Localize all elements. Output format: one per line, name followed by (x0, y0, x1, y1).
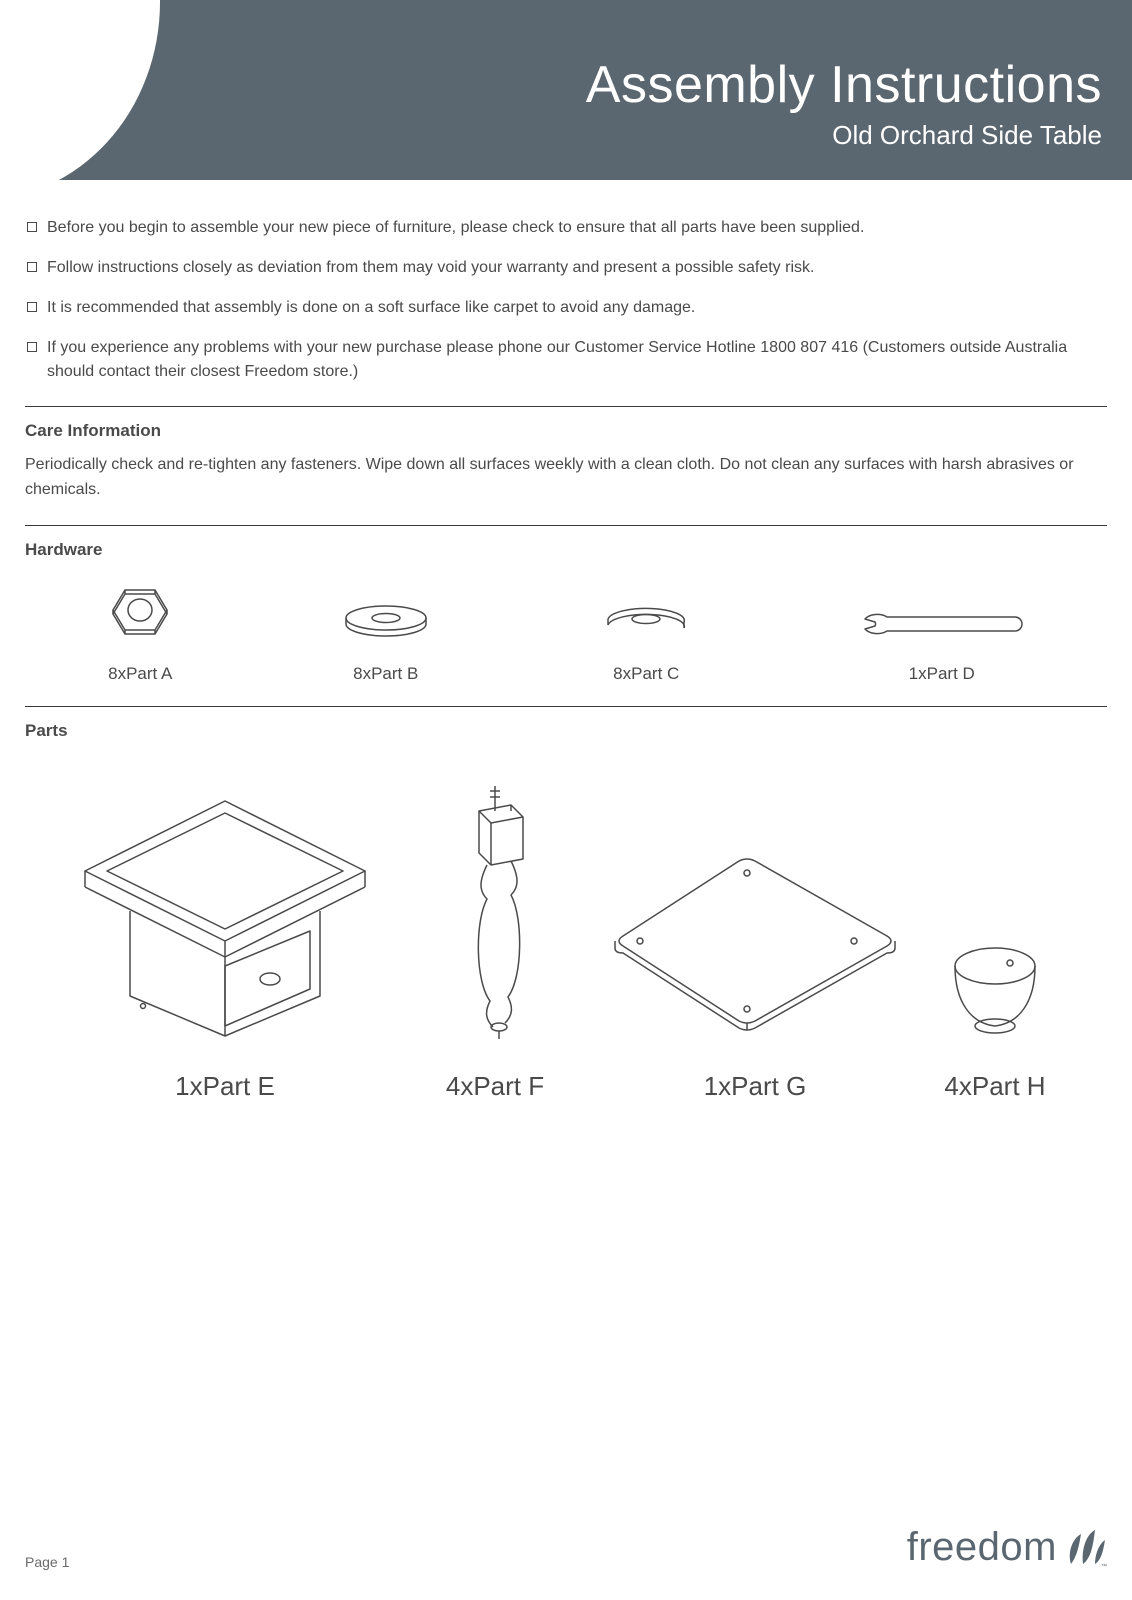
hardware-label: 8xPart C (613, 664, 679, 684)
divider (25, 525, 1107, 526)
hardware-heading: Hardware (25, 540, 1107, 560)
svg-text:™: ™ (1101, 1563, 1107, 1570)
parts-grid: 1xPart E (25, 781, 1107, 1102)
care-text: Periodically check and re-tighten any fa… (25, 453, 1107, 503)
note-item: Follow instructions closely as deviation… (25, 256, 1107, 280)
document-title: Assembly Instructions (586, 55, 1102, 115)
hardware-cell-d: 1xPart D (857, 607, 1027, 684)
hardware-cell-c: 8xPart C (596, 597, 696, 684)
brand-wordmark: freedom (907, 1525, 1057, 1570)
intro-notes-list: Before you begin to assemble your new pi… (25, 216, 1107, 384)
brand-leaf-icon: ™ (1061, 1524, 1107, 1570)
table-top-icon (75, 781, 375, 1041)
hardware-label: 8xPart A (108, 664, 172, 684)
document-subtitle: Old Orchard Side Table (832, 120, 1102, 151)
header-swoosh (0, 0, 160, 180)
part-cell-h: 4xPart H (905, 941, 1085, 1102)
note-item: It is recommended that assembly is done … (25, 296, 1107, 320)
hardware-grid: 8xPart A 8xPart B (25, 582, 1107, 684)
hardware-cell-a: 8xPart A (105, 582, 175, 684)
note-item: If you experience any problems with your… (25, 336, 1107, 384)
part-cell-g: 1xPart G (605, 841, 905, 1102)
base-plate-icon (605, 841, 905, 1041)
footer: Page 1 freedom ™ (0, 1524, 1132, 1570)
spanner-icon (857, 607, 1027, 642)
page: Assembly Instructions Old Orchard Side T… (0, 0, 1132, 1600)
spring-washer-icon (596, 597, 696, 642)
divider (25, 406, 1107, 407)
page-number: Page 1 (25, 1554, 69, 1570)
header-banner: Assembly Instructions Old Orchard Side T… (0, 0, 1132, 180)
note-item: Before you begin to assemble your new pi… (25, 216, 1107, 240)
hardware-cell-b: 8xPart B (336, 602, 436, 684)
hardware-label: 8xPart B (353, 664, 418, 684)
care-heading: Care Information (25, 421, 1107, 441)
knob-icon (940, 941, 1050, 1041)
content-area: Before you begin to assemble your new pi… (0, 180, 1132, 1102)
part-label: 4xPart H (944, 1071, 1045, 1102)
part-cell-f: 4xPart F (385, 781, 605, 1102)
brand-logo: freedom ™ (907, 1524, 1107, 1570)
part-label: 4xPart F (446, 1071, 544, 1102)
hardware-label: 1xPart D (909, 664, 975, 684)
table-leg-icon (435, 781, 555, 1041)
flat-washer-icon (336, 602, 436, 642)
parts-heading: Parts (25, 721, 1107, 741)
part-cell-e: 1xPart E (65, 781, 385, 1102)
hex-nut-icon (105, 582, 175, 642)
part-label: 1xPart E (175, 1071, 275, 1102)
divider (25, 706, 1107, 707)
part-label: 1xPart G (704, 1071, 807, 1102)
